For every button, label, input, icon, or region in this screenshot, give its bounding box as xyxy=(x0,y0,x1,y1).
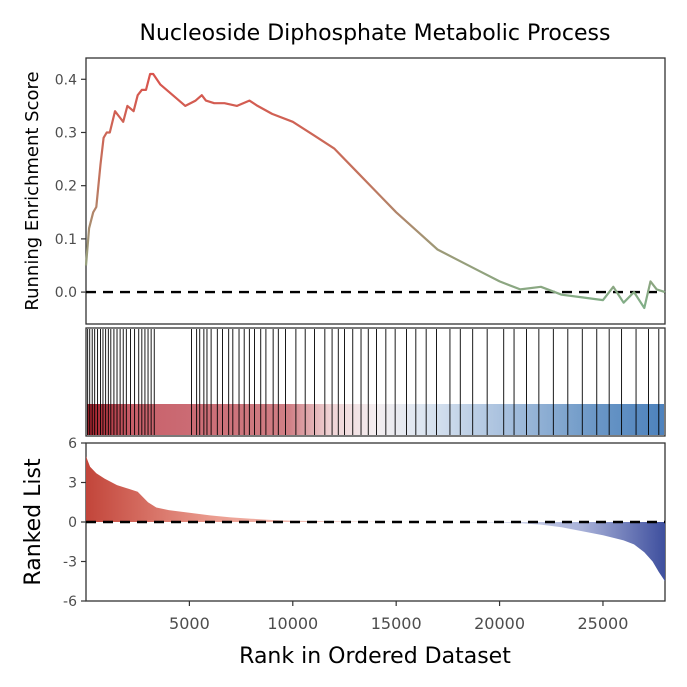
x-axis: 5000 10000 15000 20000 25000 xyxy=(169,601,628,633)
x-tick-label: 20000 xyxy=(474,614,525,633)
ranked-list-y-tick-label: 3 xyxy=(68,476,77,492)
running-score-y-tick-label: 0.1 xyxy=(55,232,77,248)
ranked-list-panel: 6 3 0 -3 -6 Ranked List xyxy=(21,436,666,610)
x-tick-label: 15000 xyxy=(371,614,422,633)
ranked-list-negative-area xyxy=(458,522,665,582)
running-score-y-tick-label: 0.3 xyxy=(55,125,77,141)
hit-lines xyxy=(87,329,660,435)
ranked-list-y-axis: 6 3 0 -3 -6 xyxy=(63,436,86,610)
hit-panel xyxy=(85,327,666,437)
rank-color-band xyxy=(87,404,664,435)
running-score-y-label: Running Enrichment Score xyxy=(22,71,43,310)
x-axis-label: Rank in Ordered Dataset xyxy=(239,644,511,669)
running-score-y-tick-label: 0.2 xyxy=(55,179,77,195)
ranked-list-y-tick-label: -6 xyxy=(63,594,77,610)
running-score-y-axis: 0.0 0.1 0.2 0.3 0.4 xyxy=(55,72,86,301)
x-tick-label: 25000 xyxy=(578,614,629,633)
ranked-list-positive-area xyxy=(86,456,417,522)
running-score-y-tick-label: 0.0 xyxy=(55,285,77,301)
x-tick-label: 5000 xyxy=(169,614,210,633)
running-score-line xyxy=(84,72,666,310)
ranked-list-y-tick-label: 0 xyxy=(68,515,77,531)
ranked-list-y-label: Ranked List xyxy=(21,458,46,586)
running-score-panel: 0.0 0.1 0.2 0.3 0.4 Running Enrichment Score xyxy=(22,57,666,325)
x-tick-label: 10000 xyxy=(267,614,318,633)
ranked-list-y-tick-label: -3 xyxy=(63,555,77,571)
running-score-y-tick-label: 0.4 xyxy=(55,72,77,88)
ranked-list-y-tick-label: 6 xyxy=(68,436,77,452)
chart-title: Nucleoside Diphosphate Metabolic Process xyxy=(140,21,611,46)
